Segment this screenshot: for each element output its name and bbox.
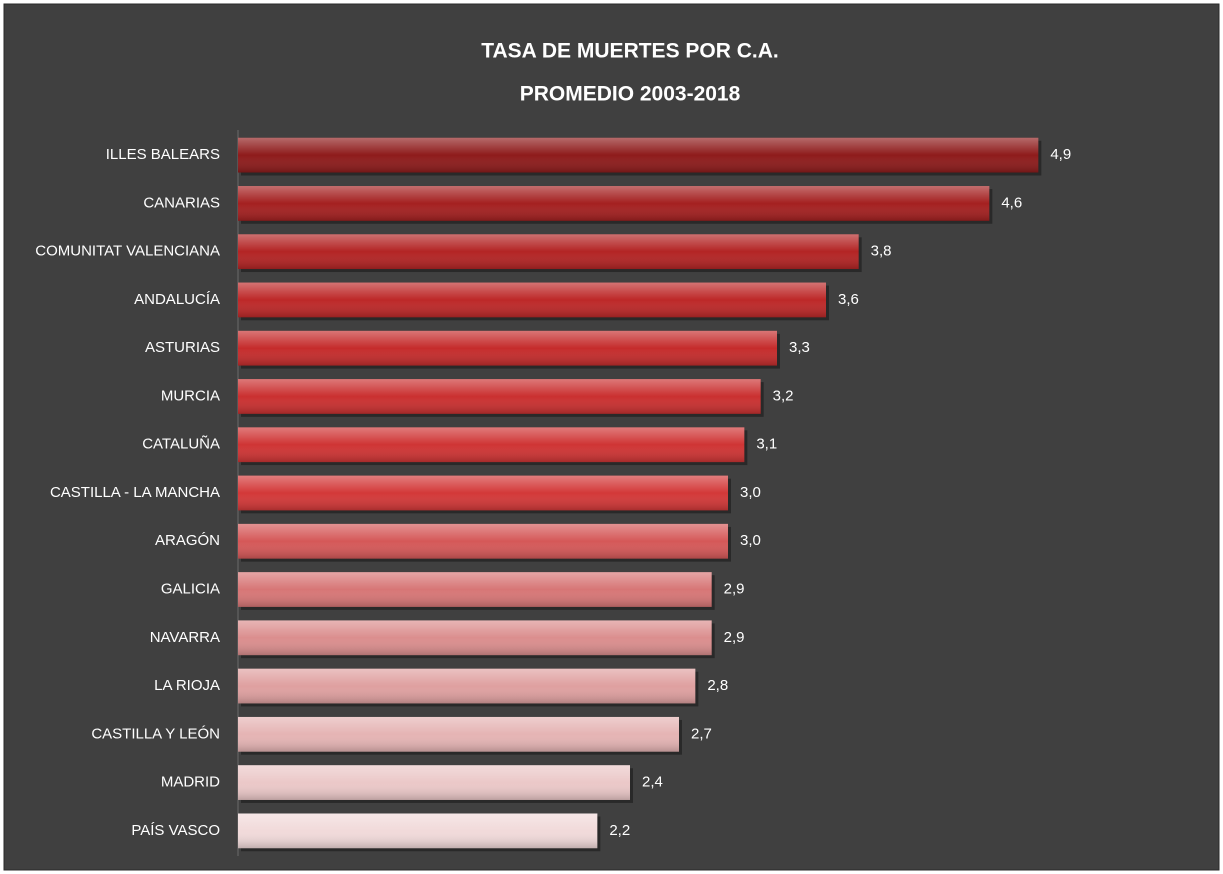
- data-label: 3,8: [871, 243, 892, 260]
- data-label: 3,6: [838, 291, 859, 308]
- y-tick-label: CASTILLA Y LEÓN: [91, 725, 220, 742]
- y-tick-label: CASTILLA - LA MANCHA: [50, 484, 220, 501]
- bar-gloss: [238, 137, 1039, 173]
- data-label: 2,4: [642, 774, 663, 791]
- y-tick-label: ANDALUCÍA: [134, 291, 220, 308]
- y-tick-label: LA RIOJA: [154, 677, 220, 694]
- chart-subtitle: PROMEDIO 2003-2018: [520, 83, 741, 106]
- data-label: 3,0: [740, 484, 761, 501]
- bar-gloss: [238, 813, 598, 849]
- data-label: 3,3: [789, 339, 810, 356]
- data-label: 2,7: [691, 725, 712, 742]
- y-tick-label: CANARIAS: [143, 194, 220, 211]
- data-label: 2,8: [707, 677, 728, 694]
- y-tick-label: ASTURIAS: [145, 339, 220, 356]
- data-label: 3,2: [773, 387, 794, 404]
- y-tick-label: PAÍS VASCO: [131, 822, 220, 839]
- data-label: 4,9: [1050, 146, 1071, 163]
- y-tick-label: NAVARRA: [150, 629, 220, 646]
- bar-gloss: [238, 282, 826, 318]
- bar-gloss: [238, 716, 679, 752]
- data-label: 2,2: [609, 822, 630, 839]
- bar-gloss: [238, 620, 712, 656]
- bar-gloss: [238, 572, 712, 607]
- y-tick-label: MADRID: [161, 774, 220, 791]
- data-label: 4,6: [1001, 194, 1022, 211]
- data-label: 3,1: [756, 436, 777, 453]
- y-tick-label: CATALUÑA: [142, 436, 220, 453]
- y-tick-label: COMUNITAT VALENCIANA: [35, 243, 220, 260]
- bar-gloss: [238, 234, 859, 270]
- bar-gloss: [238, 379, 761, 414]
- y-tick-label: ARAGÓN: [155, 532, 220, 549]
- y-tick-label: GALICIA: [161, 581, 220, 598]
- bar-gloss: [238, 523, 728, 559]
- bar-gloss: [238, 668, 696, 704]
- data-label: 3,0: [740, 532, 761, 549]
- data-label: 2,9: [724, 629, 745, 646]
- y-tick-label: MURCIA: [161, 387, 220, 404]
- data-label: 2,9: [724, 581, 745, 598]
- bar-gloss: [238, 186, 990, 221]
- bar-gloss: [238, 475, 728, 511]
- bar-gloss: [238, 330, 777, 366]
- bar-gloss: [238, 427, 745, 463]
- y-tick-label: ILLES BALEARS: [106, 146, 220, 163]
- bar-gloss: [238, 765, 630, 800]
- chart-title: TASA DE MUERTES POR C.A.: [481, 40, 779, 63]
